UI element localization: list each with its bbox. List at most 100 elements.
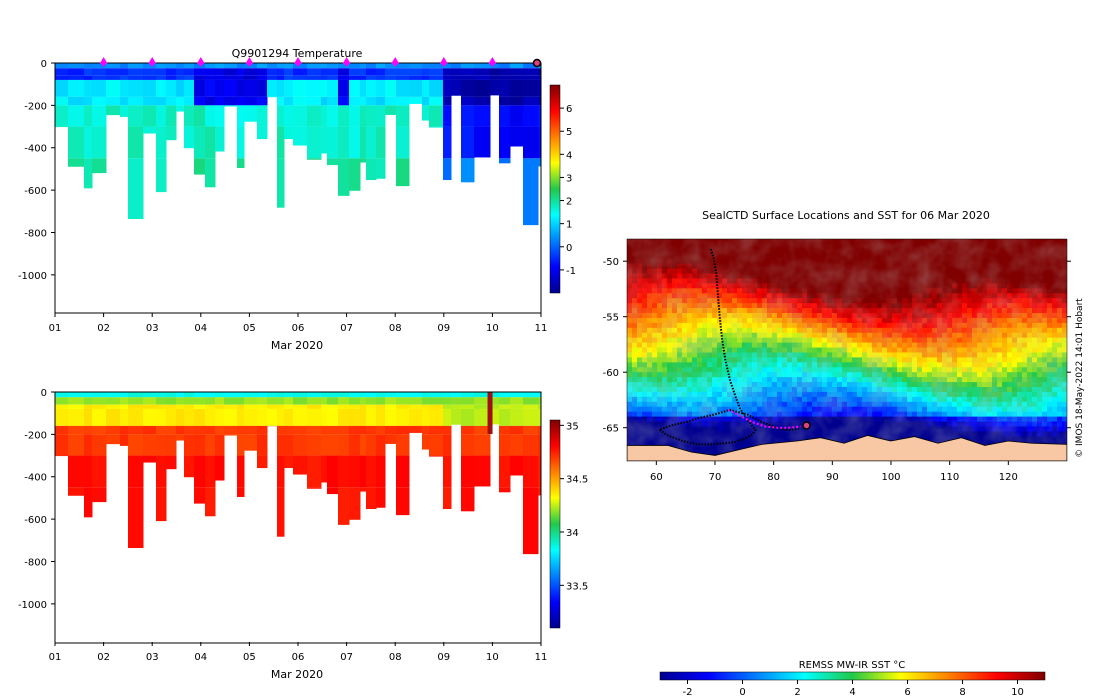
salinity-cell bbox=[284, 397, 294, 405]
salinity-cell bbox=[349, 455, 361, 488]
temperature-cell bbox=[499, 96, 511, 106]
temperature-cell bbox=[106, 63, 121, 69]
y-tick-label: -1000 bbox=[18, 600, 47, 611]
temperature-cell bbox=[92, 96, 107, 106]
temperature-cell bbox=[92, 158, 107, 174]
temperature-cell bbox=[422, 75, 430, 80]
salinity-cell bbox=[205, 487, 216, 517]
salinity-cell bbox=[499, 404, 511, 409]
sst-colorbar-ticks: -2 0 2 4 6 8 10 bbox=[683, 680, 1024, 698]
temperature-cell bbox=[55, 68, 69, 76]
salinity-cell bbox=[409, 392, 423, 398]
temperature-cell bbox=[237, 63, 245, 69]
temperature-cell bbox=[277, 105, 285, 127]
salinity-cell bbox=[205, 397, 216, 405]
temperature-cell bbox=[461, 68, 475, 76]
salinity-cell bbox=[538, 392, 541, 398]
temperature-cell bbox=[338, 158, 350, 196]
temperature-cell bbox=[205, 96, 216, 106]
salinity-cell bbox=[293, 455, 308, 475]
temperature-cell bbox=[224, 96, 238, 106]
salinity-cell bbox=[523, 408, 539, 426]
salinity-cell bbox=[156, 408, 167, 426]
salinity-cell bbox=[338, 404, 350, 409]
salinity-cell bbox=[277, 425, 285, 435]
temperature-cell bbox=[257, 75, 268, 80]
temperature-cell bbox=[499, 126, 511, 159]
temperature-cell bbox=[360, 126, 367, 159]
salinity-cell bbox=[429, 397, 444, 405]
map-y-tick-label: -55 bbox=[603, 313, 619, 324]
salinity-cell bbox=[376, 487, 386, 508]
salinity-cell bbox=[156, 397, 167, 405]
x-tick-label: 06 bbox=[292, 652, 305, 663]
temperature-cell bbox=[166, 68, 177, 76]
temperature-cell bbox=[396, 158, 410, 187]
temperature-cell bbox=[184, 96, 195, 106]
salinity-cell bbox=[307, 425, 322, 435]
temperature-title: Q9901294 Temperature bbox=[232, 47, 363, 60]
salinity-cell bbox=[490, 408, 500, 425]
salinity-cell bbox=[376, 455, 386, 488]
salinity-cell bbox=[194, 397, 206, 405]
temperature-cell bbox=[499, 68, 511, 76]
salinity-cell bbox=[499, 487, 511, 493]
salinity-cell bbox=[461, 392, 475, 398]
salinity-x-label: Mar 2020 bbox=[271, 668, 323, 681]
salinity-cell bbox=[451, 392, 462, 398]
salinity-cell bbox=[429, 455, 444, 457]
temperature-cell bbox=[443, 158, 452, 181]
salinity-cell bbox=[120, 392, 129, 398]
temperature-cell bbox=[68, 105, 85, 127]
salinity-cell bbox=[68, 455, 85, 488]
salinity-cell bbox=[366, 455, 377, 488]
temperature-cell bbox=[120, 79, 129, 97]
salinity-cell bbox=[366, 408, 377, 426]
temperature-cell bbox=[321, 75, 328, 80]
temperature-cell bbox=[474, 105, 491, 127]
salinity-cell bbox=[443, 434, 452, 456]
salinity-cell bbox=[55, 408, 69, 426]
temperature-cell bbox=[349, 96, 361, 106]
temperature-cell bbox=[396, 126, 410, 159]
temperature-cell bbox=[293, 68, 308, 76]
temperature-cell bbox=[284, 63, 294, 69]
x-tick-label: 08 bbox=[389, 323, 402, 334]
temperature-cell bbox=[215, 126, 225, 152]
salinity-cell bbox=[366, 397, 377, 405]
salinity-cell bbox=[523, 434, 539, 456]
temperature-cell bbox=[156, 63, 167, 69]
temperature-cell bbox=[194, 126, 206, 159]
current-position-marker bbox=[802, 421, 811, 430]
temperature-cell bbox=[106, 75, 121, 80]
colorbar-tick-label: 35 bbox=[566, 421, 579, 432]
salinity-cell bbox=[120, 434, 129, 446]
temperature-cell bbox=[429, 105, 444, 127]
temperature-cell bbox=[237, 158, 245, 168]
salinity-cell bbox=[205, 425, 216, 435]
salinity-cell bbox=[422, 392, 430, 398]
salinity-cell bbox=[429, 434, 444, 456]
temperature-cell bbox=[409, 63, 423, 69]
temperature-cell bbox=[224, 79, 238, 97]
salinity-cell bbox=[68, 397, 85, 405]
temperature-cell bbox=[396, 96, 410, 106]
temperature-cell bbox=[156, 96, 167, 106]
temperature-cell bbox=[68, 96, 85, 106]
surface-location-marker-lower bbox=[246, 63, 253, 67]
temperature-cell bbox=[84, 79, 93, 97]
salinity-cell bbox=[143, 434, 157, 456]
temperature-cell bbox=[307, 158, 322, 160]
temperature-cell bbox=[443, 75, 452, 80]
salinity-cell bbox=[461, 425, 475, 435]
salinity-cell bbox=[176, 408, 185, 426]
temperature-cell bbox=[349, 126, 361, 159]
x-tick-label: 07 bbox=[340, 652, 353, 663]
temperature-cell bbox=[385, 63, 397, 69]
temperature-cell bbox=[385, 79, 397, 97]
surface-location-marker bbox=[148, 57, 157, 64]
salinity-cell bbox=[499, 434, 511, 456]
temperature-cell bbox=[128, 126, 144, 159]
temperature-cell bbox=[184, 126, 195, 149]
temperature-cell bbox=[257, 68, 268, 76]
